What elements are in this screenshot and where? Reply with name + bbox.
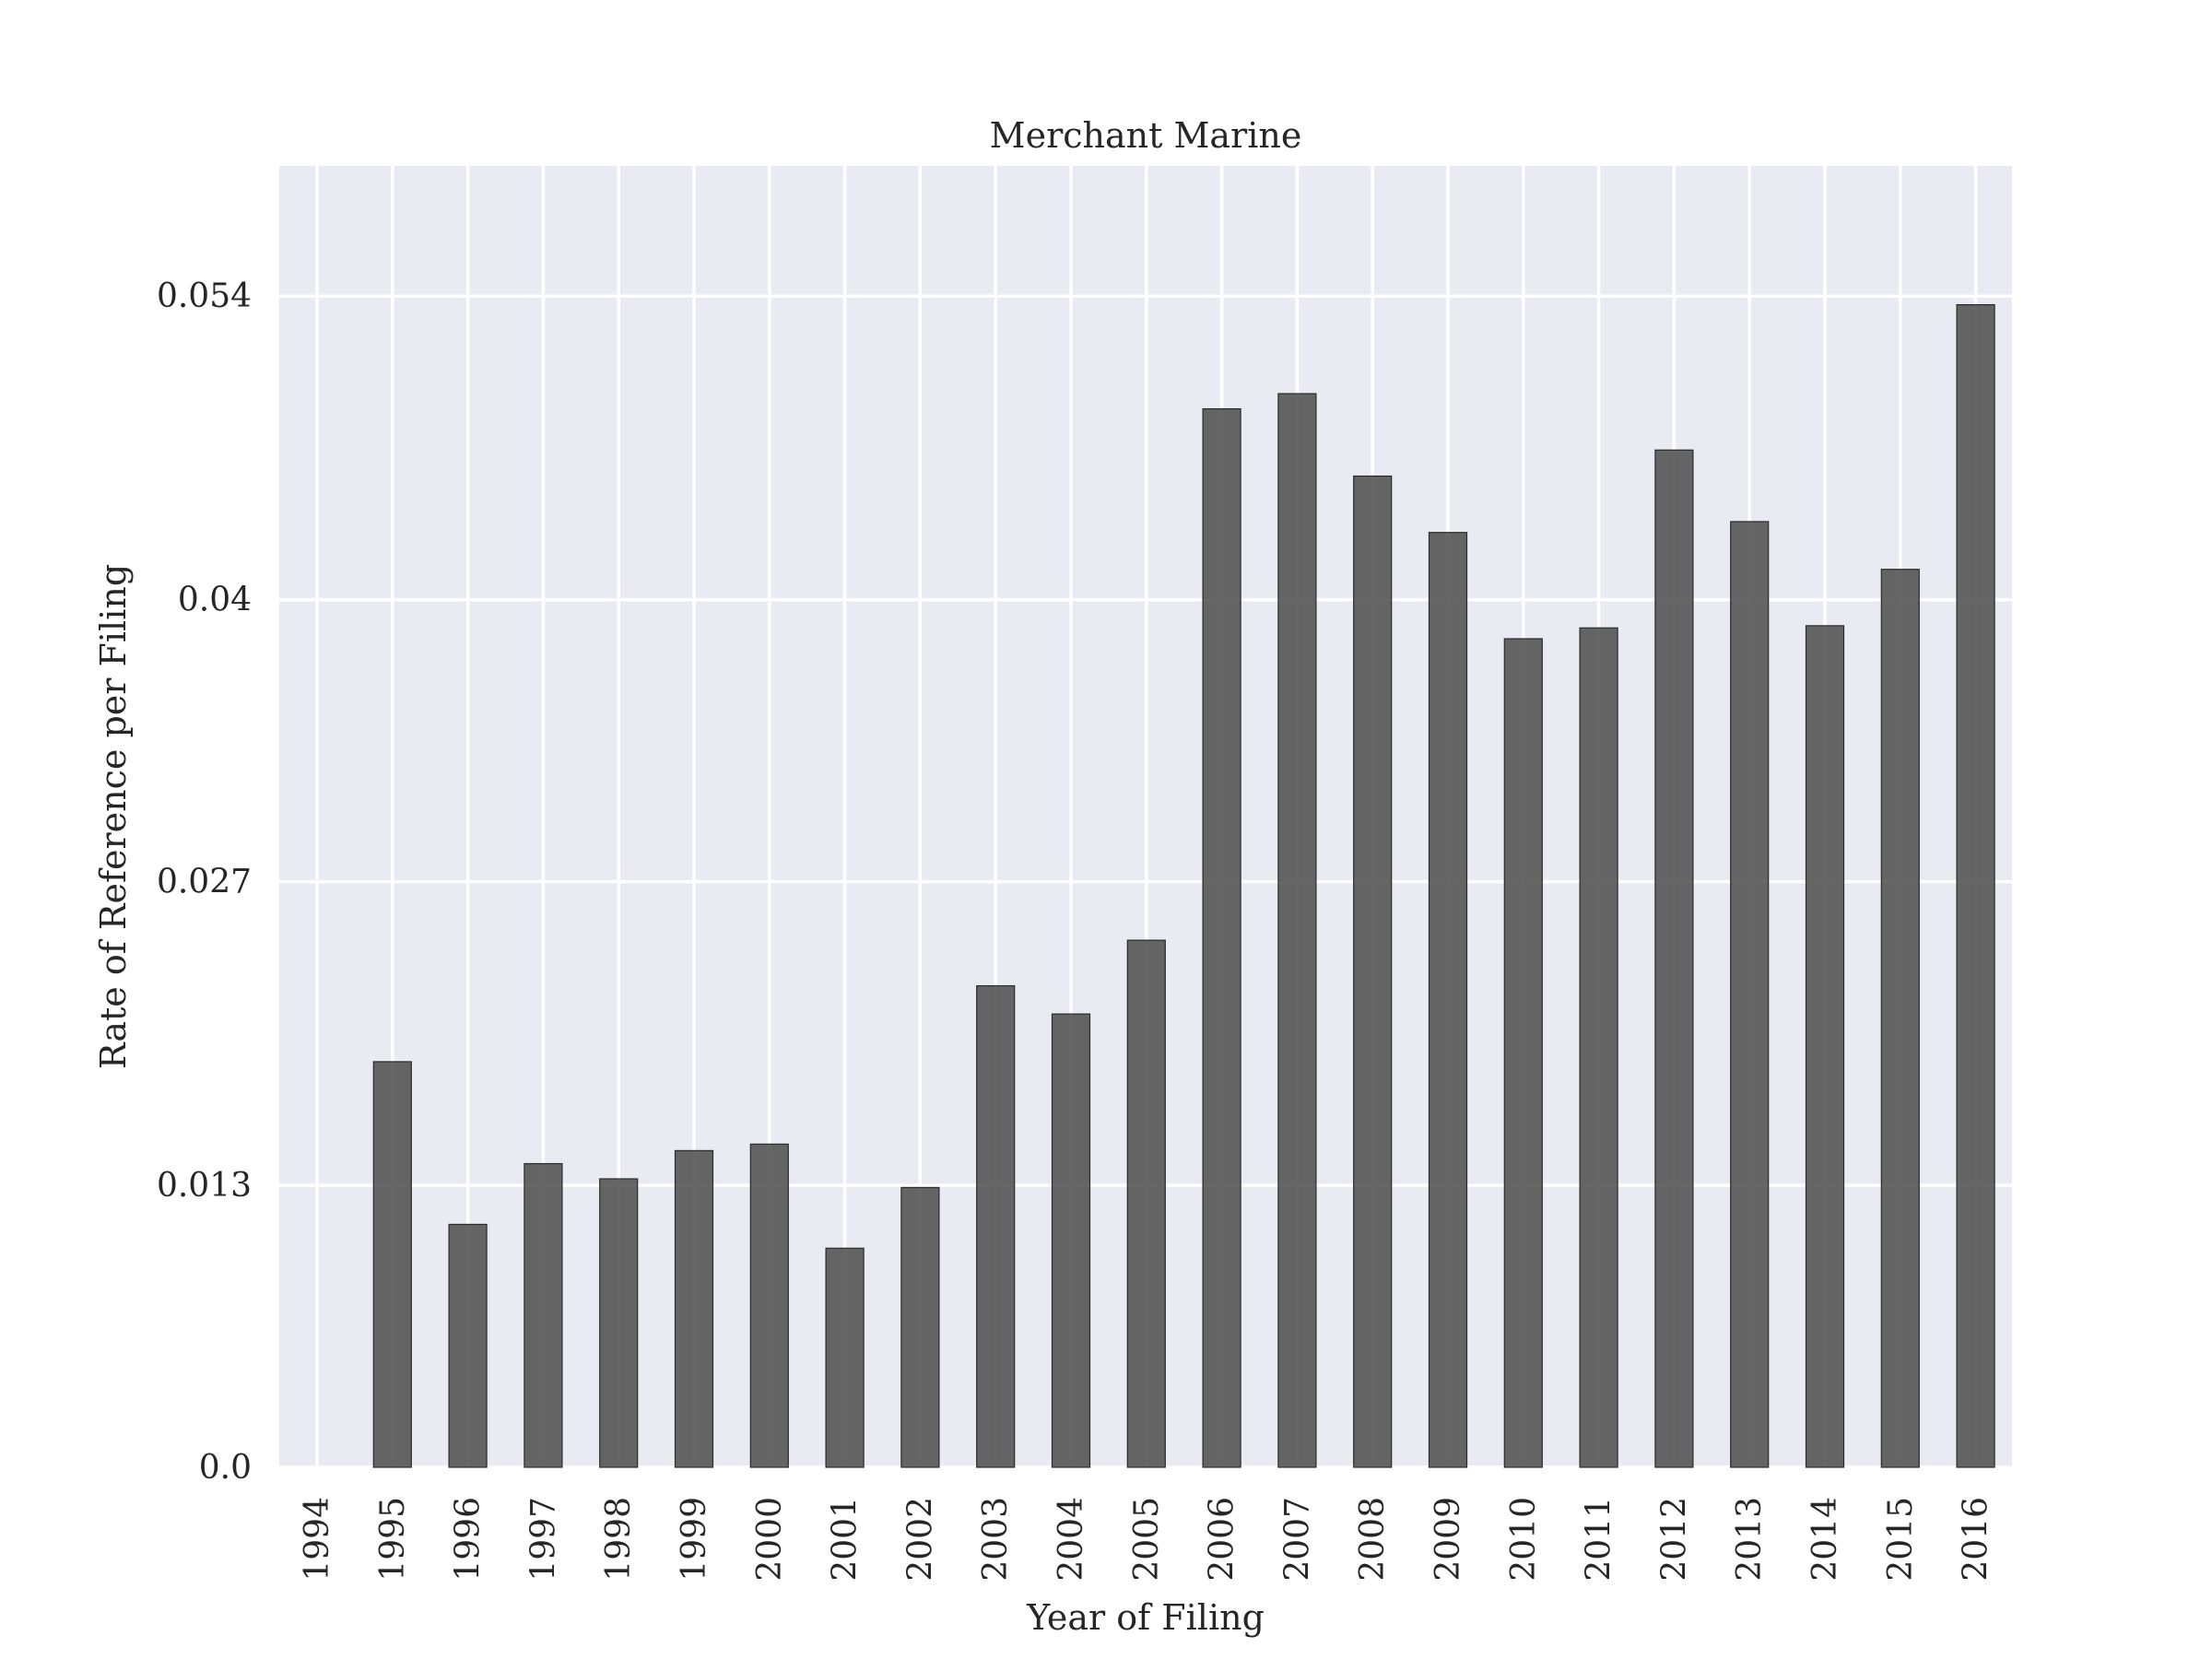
bar-2014	[1805, 625, 1845, 1468]
bar-2004	[1051, 1013, 1091, 1468]
y-tick-label: 0.013	[157, 1167, 252, 1205]
y-tick-label: 0.0	[199, 1449, 252, 1487]
x-tick-label: 2009	[1430, 1497, 1467, 1582]
x-tick-label: 1996	[450, 1497, 488, 1582]
x-tick-label: 2011	[1581, 1497, 1618, 1582]
x-tick-label: 2003	[977, 1497, 1015, 1582]
bar-2003	[976, 984, 1016, 1468]
x-tick-label: 2016	[1958, 1497, 1995, 1582]
chart-title: Merchant Marine	[990, 115, 1302, 156]
bar-1996	[448, 1223, 488, 1468]
x-tick-label: 2007	[1278, 1497, 1316, 1582]
x-tick-label: 2014	[1806, 1497, 1844, 1582]
y-tick-labels: 0.0 0.013 0.027 0.04 0.054	[157, 277, 252, 1487]
bar-2009	[1428, 532, 1468, 1468]
bar-1997	[524, 1162, 563, 1468]
x-tick-label: 2000	[751, 1497, 789, 1582]
x-tick-label: 2004	[1053, 1497, 1090, 1582]
bar-1995	[372, 1061, 412, 1468]
x-tick-label: 2012	[1655, 1497, 1693, 1582]
bar-1999	[674, 1149, 714, 1468]
x-tick-label: 1995	[374, 1497, 412, 1582]
bar-2007	[1277, 393, 1317, 1468]
bar-2001	[825, 1247, 865, 1468]
bar-2016	[1956, 304, 1995, 1468]
bar-2010	[1503, 638, 1543, 1468]
bar-2005	[1126, 939, 1166, 1468]
x-tick-label: 2001	[827, 1497, 865, 1582]
x-tick-labels: 1994 1995 1996 1997 1998 1999 2000 2001 2002 2003…	[299, 1497, 1995, 1582]
y-tick-label: 0.054	[157, 277, 252, 315]
x-tick-label: 2006	[1204, 1497, 1241, 1582]
bar-2002	[900, 1186, 940, 1468]
y-tick-label: 0.04	[178, 582, 252, 619]
bar-1998	[599, 1178, 639, 1468]
x-tick-label: 1997	[524, 1497, 562, 1582]
y-axis-label: Rate of Reference per Filing	[93, 564, 134, 1069]
y-tick-label: 0.027	[157, 864, 252, 901]
x-tick-label: 2015	[1882, 1497, 1920, 1582]
x-tick-label: 2005	[1128, 1497, 1166, 1582]
x-tick-label: 1999	[676, 1497, 713, 1582]
bar-2013	[1730, 521, 1770, 1468]
bar-2012	[1654, 449, 1694, 1468]
bar-2006	[1202, 407, 1241, 1468]
x-tick-label: 1998	[600, 1497, 638, 1582]
x-tick-label: 2010	[1505, 1497, 1543, 1582]
x-tick-label: 1994	[299, 1497, 336, 1582]
x-tick-label: 2008	[1354, 1497, 1392, 1582]
bar-2015	[1880, 569, 1920, 1468]
x-axis-label: Year of Filing	[1026, 1597, 1265, 1638]
bars	[372, 304, 1995, 1468]
bar-2008	[1353, 475, 1393, 1468]
bar-2000	[749, 1143, 789, 1468]
bar-2011	[1579, 627, 1618, 1468]
x-tick-label: 2013	[1731, 1497, 1769, 1582]
x-tick-label: 2002	[901, 1497, 939, 1582]
